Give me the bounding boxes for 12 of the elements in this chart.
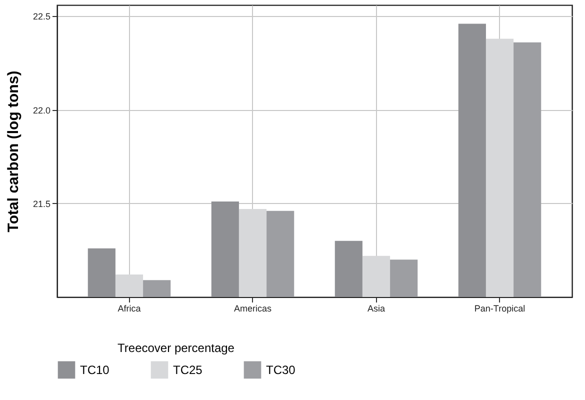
x-tick-label: Pan-Tropical bbox=[474, 304, 526, 314]
legend-label: TC30 bbox=[266, 362, 296, 377]
legend-title: Treecover percentage bbox=[118, 341, 235, 355]
y-tick-label: 21.5 bbox=[32, 198, 50, 209]
x-tick-label: Africa bbox=[118, 304, 141, 314]
y-tick-label: 22.5 bbox=[32, 12, 50, 22]
y-tick-label: 22.0 bbox=[32, 105, 50, 116]
x-tick-label: Asia bbox=[367, 304, 386, 314]
legend-label: TC10 bbox=[80, 362, 110, 377]
x-tick-label: Americas bbox=[234, 304, 272, 314]
legend-label: TC25 bbox=[173, 362, 203, 377]
y-axis-title: Total carbon (log tons) bbox=[4, 70, 22, 232]
